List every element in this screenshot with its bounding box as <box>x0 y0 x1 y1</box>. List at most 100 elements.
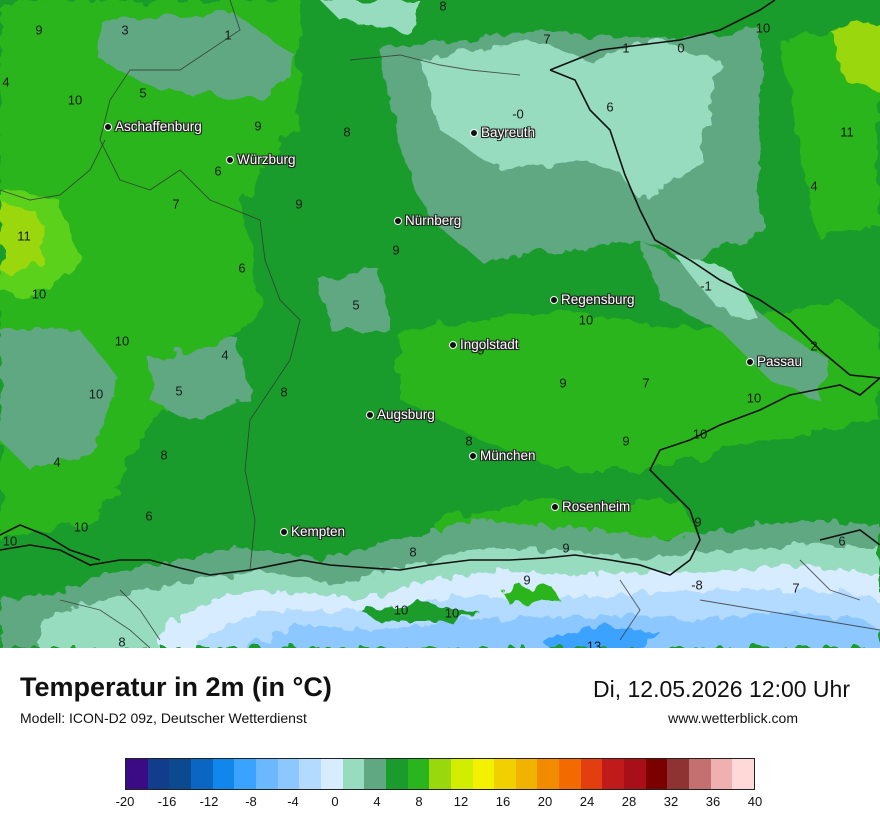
city-label: Bayreuth <box>481 125 536 140</box>
temp-value: -1 <box>700 278 712 294</box>
legend-swatch <box>537 759 560 789</box>
temp-value: 10 <box>393 602 409 618</box>
legend-swatch <box>559 759 581 789</box>
temp-value: 7 <box>792 580 800 596</box>
country-borders <box>0 0 880 576</box>
legend-swatch <box>710 759 733 789</box>
city-marker[interactable]: Würzburg <box>226 152 296 167</box>
city-marker[interactable]: Augsburg <box>366 407 435 422</box>
city-dot-icon <box>226 155 234 164</box>
temp-value: 6 <box>238 260 246 276</box>
city-dot-icon <box>746 357 754 366</box>
city-dot-icon <box>449 340 457 349</box>
city-marker[interactable]: Bayreuth <box>470 125 535 140</box>
city-marker[interactable]: Regensburg <box>550 292 635 307</box>
city-label: Rosenheim <box>562 499 631 514</box>
city-dot-icon <box>470 128 478 137</box>
legend-tick-label: -16 <box>157 794 177 809</box>
legend-tick-label: -4 <box>287 794 299 809</box>
legend-tick-label: -8 <box>245 794 257 809</box>
legend-swatch <box>645 759 668 789</box>
legend-swatch <box>450 759 473 789</box>
city-dot-icon <box>551 502 559 511</box>
temp-value: 10 <box>88 386 104 402</box>
temp-value: 10 <box>67 92 83 108</box>
forecast-datetime: Di, 12.05.2026 12:00 Uhr <box>592 676 850 702</box>
temp-value: 8 <box>280 384 288 400</box>
temp-value: 9 <box>523 572 531 588</box>
legend-swatch <box>667 759 690 789</box>
temp-value: 8 <box>118 634 126 649</box>
city-marker[interactable]: Passau <box>746 354 802 369</box>
city-marker[interactable]: Kempten <box>280 524 345 539</box>
temp-value: 5 <box>175 383 183 399</box>
city-dot-icon <box>280 527 288 536</box>
city-label: Ingolstadt <box>460 337 519 352</box>
temperature-map[interactable]: 9 3 1 8 7 1 0 10 4 5 10 9 8 -0 6 11 6 7 … <box>0 0 880 648</box>
alps-field <box>0 520 880 648</box>
legend-tick-label: 8 <box>415 794 423 809</box>
map-title: Temperatur in 2m (in °C) <box>20 672 332 702</box>
legend-swatch <box>515 759 538 789</box>
temp-value: 10 <box>73 519 89 535</box>
legend-swatch <box>320 759 343 789</box>
temp-value: 4 <box>810 178 818 194</box>
temp-value: 5 <box>352 297 360 313</box>
legend-swatch <box>190 759 213 789</box>
temp-value: 9 <box>392 242 400 258</box>
city-marker[interactable]: München <box>469 448 536 463</box>
temp-value: 3 <box>121 22 129 38</box>
map-canvas <box>0 0 880 648</box>
temp-value: 8 <box>465 433 473 449</box>
legend-swatch <box>732 759 755 789</box>
website-link[interactable]: www.wetterblick.com <box>668 710 798 726</box>
city-dot-icon <box>104 122 112 131</box>
city-marker[interactable]: Nürnberg <box>394 213 461 228</box>
temp-value: -0 <box>512 106 524 122</box>
temp-value: 10 <box>755 20 771 36</box>
city-label: Augsburg <box>377 407 435 422</box>
map-footer: Temperatur in 2m (in °C) Modell: ICON-D2… <box>0 648 880 830</box>
temp-value: 9 <box>254 118 262 134</box>
temp-value: 9 <box>562 540 570 556</box>
temp-value: -8 <box>691 577 703 593</box>
temp-value: 4 <box>2 74 10 90</box>
city-marker[interactable]: Aschaffenburg <box>104 119 202 134</box>
legend-tick-label: -20 <box>115 794 135 809</box>
legend-tick-label: 36 <box>705 794 721 809</box>
legend-swatch <box>277 759 300 789</box>
legend-tick-label: -12 <box>199 794 219 809</box>
temp-value: 13 <box>586 638 602 649</box>
legend-swatch <box>169 759 191 789</box>
temp-value: 7 <box>642 375 650 391</box>
city-label: Aschaffenburg <box>115 119 202 134</box>
temp-value: 10 <box>746 390 762 406</box>
city-marker[interactable]: Rosenheim <box>551 499 630 514</box>
legend-swatch <box>472 759 495 789</box>
city-label: Nürnberg <box>405 213 462 228</box>
legend-swatch <box>385 759 408 789</box>
legend-swatch <box>364 759 386 789</box>
temp-value: 11 <box>840 124 854 140</box>
legend-swatch <box>126 759 148 789</box>
temp-value: 10 <box>692 426 708 442</box>
temp-value: 4 <box>221 347 229 363</box>
legend-tick-label: 20 <box>537 794 553 809</box>
temp-value: 9 <box>559 375 567 391</box>
legend-tick-label: 16 <box>495 794 511 809</box>
color-scale-ticks: -20 -16 -12 -8 -4 0 4 8 12 16 20 24 28 32 36 40 <box>0 794 880 814</box>
temp-value: 9 <box>295 196 303 212</box>
legend-swatch <box>299 759 321 789</box>
legend-swatch <box>234 759 256 789</box>
city-label: Regensburg <box>561 292 635 307</box>
legend-swatch <box>407 759 430 789</box>
legend-tick-label: 24 <box>579 794 595 809</box>
temp-value: 10 <box>114 333 130 349</box>
temp-value: 9 <box>35 22 43 38</box>
temp-value: 6 <box>606 99 614 115</box>
legend-swatch <box>602 759 625 789</box>
city-label: Würzburg <box>237 152 296 167</box>
city-label: München <box>480 448 536 463</box>
legend-swatch <box>689 759 711 789</box>
city-marker[interactable]: Ingolstadt <box>449 337 519 352</box>
